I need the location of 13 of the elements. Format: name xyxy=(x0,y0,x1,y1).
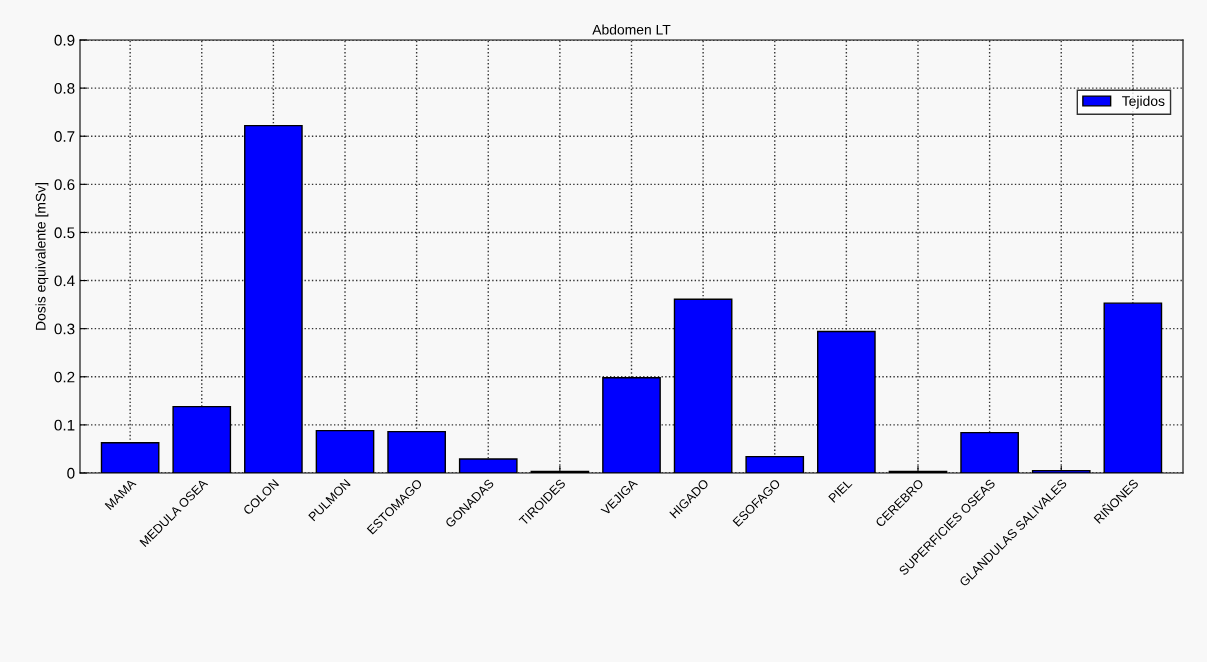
y-tick-label: 0.7 xyxy=(54,131,75,142)
y-axis-title: Dosis equivalente [mSv] xyxy=(35,182,49,330)
y-tick-label: 0.6 xyxy=(54,179,75,191)
y-tick-label: 0.8 xyxy=(54,82,75,94)
y-tick-label: 0.1 xyxy=(54,419,75,431)
y-tick-label: 0.2 xyxy=(54,371,75,383)
legend-label: Tejidos xyxy=(1122,95,1165,109)
chart-title: Abdomen LT xyxy=(592,24,671,35)
y-tick-label: 0.4 xyxy=(54,275,75,287)
y-tick-label: 0 xyxy=(67,467,75,479)
y-tick-label: 0.9 xyxy=(54,34,75,46)
y-tick-label: 0.3 xyxy=(54,323,75,335)
y-tick-label: 0.5 xyxy=(54,227,75,239)
